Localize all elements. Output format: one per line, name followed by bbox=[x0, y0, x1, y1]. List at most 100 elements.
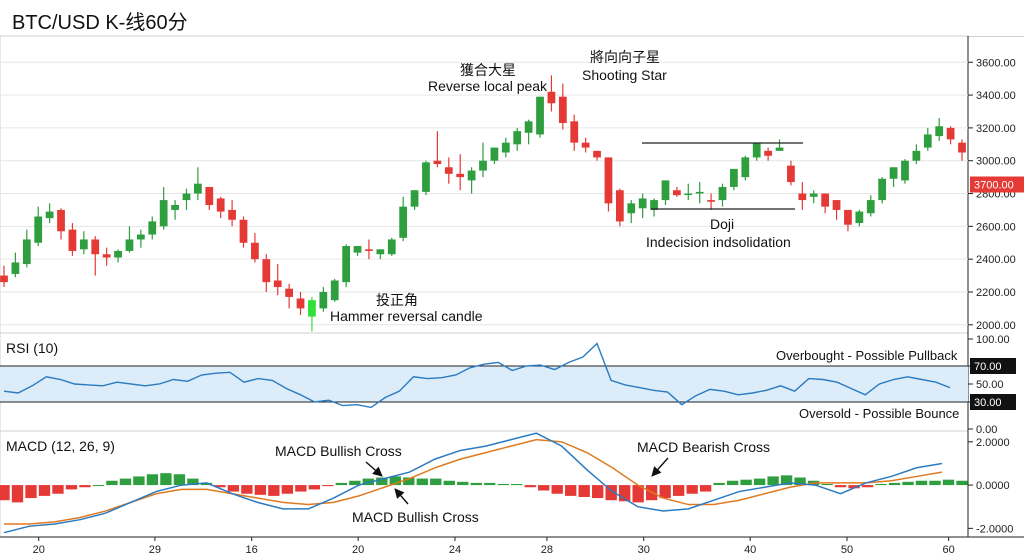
candle-body bbox=[228, 209, 236, 220]
macd-histogram-bar bbox=[686, 485, 698, 494]
candle-body bbox=[570, 121, 579, 143]
candle-body bbox=[615, 190, 624, 222]
candle-body bbox=[832, 200, 841, 210]
x-tick-label: 40 bbox=[744, 544, 756, 556]
candle-body bbox=[194, 183, 202, 194]
candle-body bbox=[923, 134, 932, 148]
candle-body bbox=[285, 288, 293, 297]
x-tick-label: 28 bbox=[541, 544, 553, 556]
macd-histogram-bar bbox=[538, 485, 550, 491]
candle-body bbox=[775, 147, 784, 151]
candle-body bbox=[490, 147, 499, 161]
rsi-oversold-text: Oversold - Possible Bounce bbox=[799, 406, 959, 421]
macd-signal-line bbox=[4, 438, 943, 525]
candle-body bbox=[159, 200, 168, 227]
macd-histogram-bar bbox=[565, 485, 577, 496]
macd-histogram-bar bbox=[767, 476, 779, 486]
panel-frame-1 bbox=[0, 35, 969, 334]
annotation-hammer-zh: 投正角 bbox=[376, 292, 418, 308]
macd-histogram-bar bbox=[605, 485, 617, 501]
candle-body bbox=[935, 126, 944, 137]
x-tick-label: 50 bbox=[841, 544, 853, 556]
candle-body bbox=[57, 209, 65, 232]
macd-annotation-bull-2: MACD Bullish Cross bbox=[352, 509, 479, 525]
macd-histogram-bar bbox=[672, 485, 685, 496]
candle-body bbox=[365, 249, 373, 251]
candle-body bbox=[296, 298, 305, 309]
x-tick-label: 60 bbox=[943, 544, 955, 556]
candle-body bbox=[376, 249, 385, 255]
macd-histogram-bar bbox=[524, 485, 536, 488]
macd-histogram-bar bbox=[821, 484, 833, 486]
candle-body bbox=[878, 178, 887, 201]
macd-histogram-bar bbox=[592, 485, 604, 499]
macd-histogram-bar bbox=[753, 478, 766, 486]
candle-body bbox=[182, 193, 191, 201]
candle-body bbox=[319, 291, 328, 309]
rsi-tick-label: 0.00 bbox=[976, 424, 997, 436]
macd-histogram-bar bbox=[403, 477, 415, 486]
macd-histogram-bar bbox=[65, 485, 78, 490]
annotation-hammer-en: Hammer reversal candle bbox=[330, 308, 483, 324]
macd-histogram-bar bbox=[861, 485, 874, 488]
candle-body bbox=[0, 275, 8, 283]
candle-body bbox=[661, 180, 670, 201]
macd-histogram-bar bbox=[308, 485, 321, 490]
rsi-tick-label: 50.00 bbox=[976, 379, 1004, 391]
last-price-badge bbox=[970, 176, 1024, 193]
macd-histogram-bar bbox=[268, 485, 280, 496]
candle-body bbox=[479, 160, 487, 171]
candle-body bbox=[410, 190, 419, 207]
macd-histogram-bar bbox=[848, 485, 860, 489]
candle-body bbox=[593, 150, 601, 158]
candle-body bbox=[684, 193, 693, 196]
macd-tick-label: 2.0000 bbox=[976, 437, 1010, 449]
candle-body bbox=[330, 280, 339, 301]
annotation-doji: Doji bbox=[710, 216, 734, 232]
candle-body bbox=[34, 216, 43, 243]
candle-body bbox=[68, 229, 77, 251]
price-tick-label: 2000.00 bbox=[976, 320, 1016, 332]
candle-body bbox=[251, 242, 259, 260]
candle-body bbox=[125, 239, 134, 251]
macd-histogram-bar bbox=[362, 478, 374, 486]
macd-histogram-bar bbox=[281, 485, 294, 494]
price-tick-label: 2600.00 bbox=[976, 221, 1016, 233]
candle-body bbox=[889, 167, 898, 179]
candle-body bbox=[855, 211, 864, 224]
x-tick-label: 20 bbox=[352, 544, 364, 556]
candle-body bbox=[171, 205, 179, 210]
candle-body bbox=[148, 221, 157, 235]
macd-histogram-bar bbox=[780, 475, 793, 486]
candle-body bbox=[752, 142, 761, 158]
macd-histogram-bar bbox=[187, 478, 199, 486]
rsi-neutral-zone bbox=[0, 366, 968, 402]
candle-body bbox=[558, 96, 567, 123]
x-tick-label: 16 bbox=[246, 544, 258, 556]
candle-body bbox=[707, 200, 715, 202]
x-tick-label: 29 bbox=[149, 544, 161, 556]
candle-body bbox=[718, 186, 727, 201]
macd-histogram-bar bbox=[632, 485, 644, 503]
chart-title: BTC/USD K-线60分 bbox=[12, 12, 188, 34]
candle-body bbox=[422, 162, 430, 192]
annotation-peak-zh: 獲合大星 bbox=[460, 62, 516, 78]
candle-body bbox=[262, 259, 271, 283]
macd-histogram-bar bbox=[0, 485, 10, 501]
macd-histogram-bar bbox=[106, 480, 118, 486]
rsi-level-badge bbox=[970, 358, 1016, 374]
macd-title: MACD (12, 26, 9) bbox=[6, 438, 115, 454]
macd-histogram-bar bbox=[619, 485, 631, 502]
candle-body bbox=[627, 203, 636, 214]
candle-body bbox=[638, 198, 647, 209]
macd-histogram-bar bbox=[25, 485, 37, 499]
last-price-label: 3700.00 bbox=[974, 180, 1014, 192]
candle-body bbox=[387, 239, 396, 255]
candle-body bbox=[730, 168, 738, 187]
annotation-consolidation: Indecision indsolidation bbox=[646, 234, 791, 250]
candle-body bbox=[946, 127, 955, 140]
price-tick-label: 3200.00 bbox=[976, 123, 1016, 135]
macd-histogram-bar bbox=[484, 482, 496, 486]
macd-histogram-bar bbox=[322, 485, 334, 487]
candle-body bbox=[741, 157, 750, 178]
